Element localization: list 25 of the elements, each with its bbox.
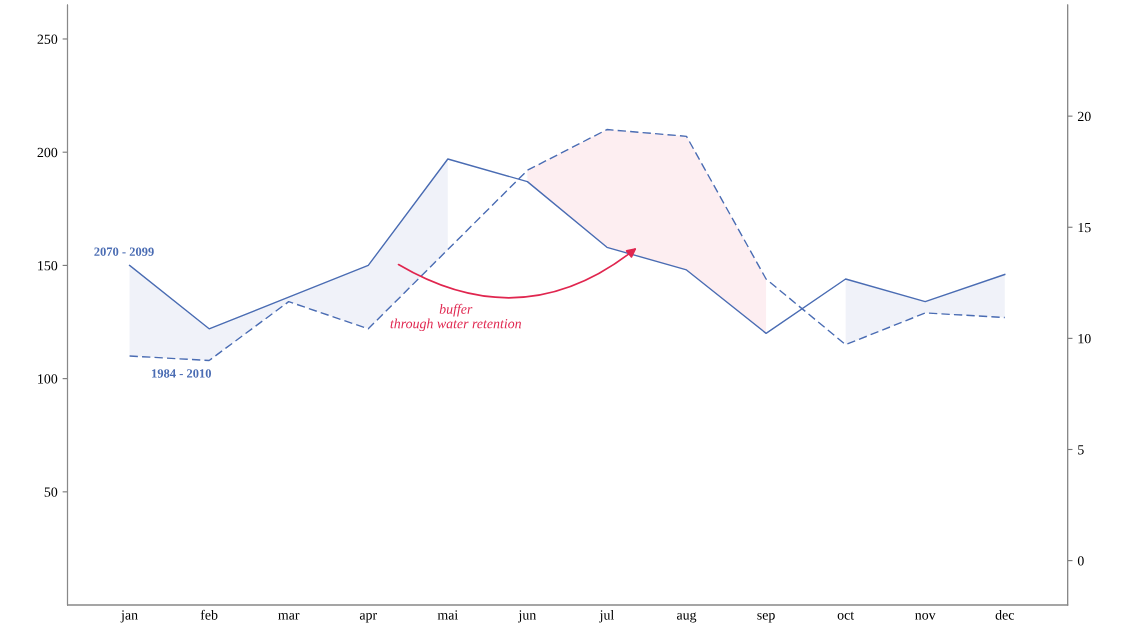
y2-tick-label: 20 <box>1077 111 1091 122</box>
x-tick-label: mai <box>437 610 458 620</box>
x-tick-label: jan <box>120 610 138 623</box>
y2-tick-label: 5 <box>1078 445 1084 455</box>
y-tick-label: 150 <box>38 260 58 271</box>
x-tick-label: apr <box>359 613 377 623</box>
y2-tick-label: 15 <box>1078 222 1091 233</box>
annotation: buffer through water retention <box>390 303 522 332</box>
x-tick-label: sep <box>757 613 775 623</box>
y2-tick-label: 0 <box>1077 556 1084 566</box>
y2-tick-label: 10 <box>1078 333 1091 344</box>
x-tick-label: jul <box>599 609 614 623</box>
x-tick-label: jun <box>518 610 537 623</box>
x-tick-label: oct <box>837 611 855 620</box>
x-tick-label: dec <box>995 609 1014 620</box>
x-tick-label: feb <box>200 609 218 620</box>
y-tick-label: 250 <box>37 34 58 44</box>
y-tick-label: 200 <box>37 147 58 158</box>
y-tick-label: 100 <box>38 374 58 384</box>
y-tick-label: 50 <box>44 487 58 497</box>
series-label: 1984 - 2010 <box>152 369 212 378</box>
x-tick-label: nov <box>915 613 936 620</box>
x-tick-label: mar <box>278 613 300 620</box>
series-label: 2070 - 2099 <box>94 247 154 256</box>
x-tick-label: aug <box>676 612 697 623</box>
